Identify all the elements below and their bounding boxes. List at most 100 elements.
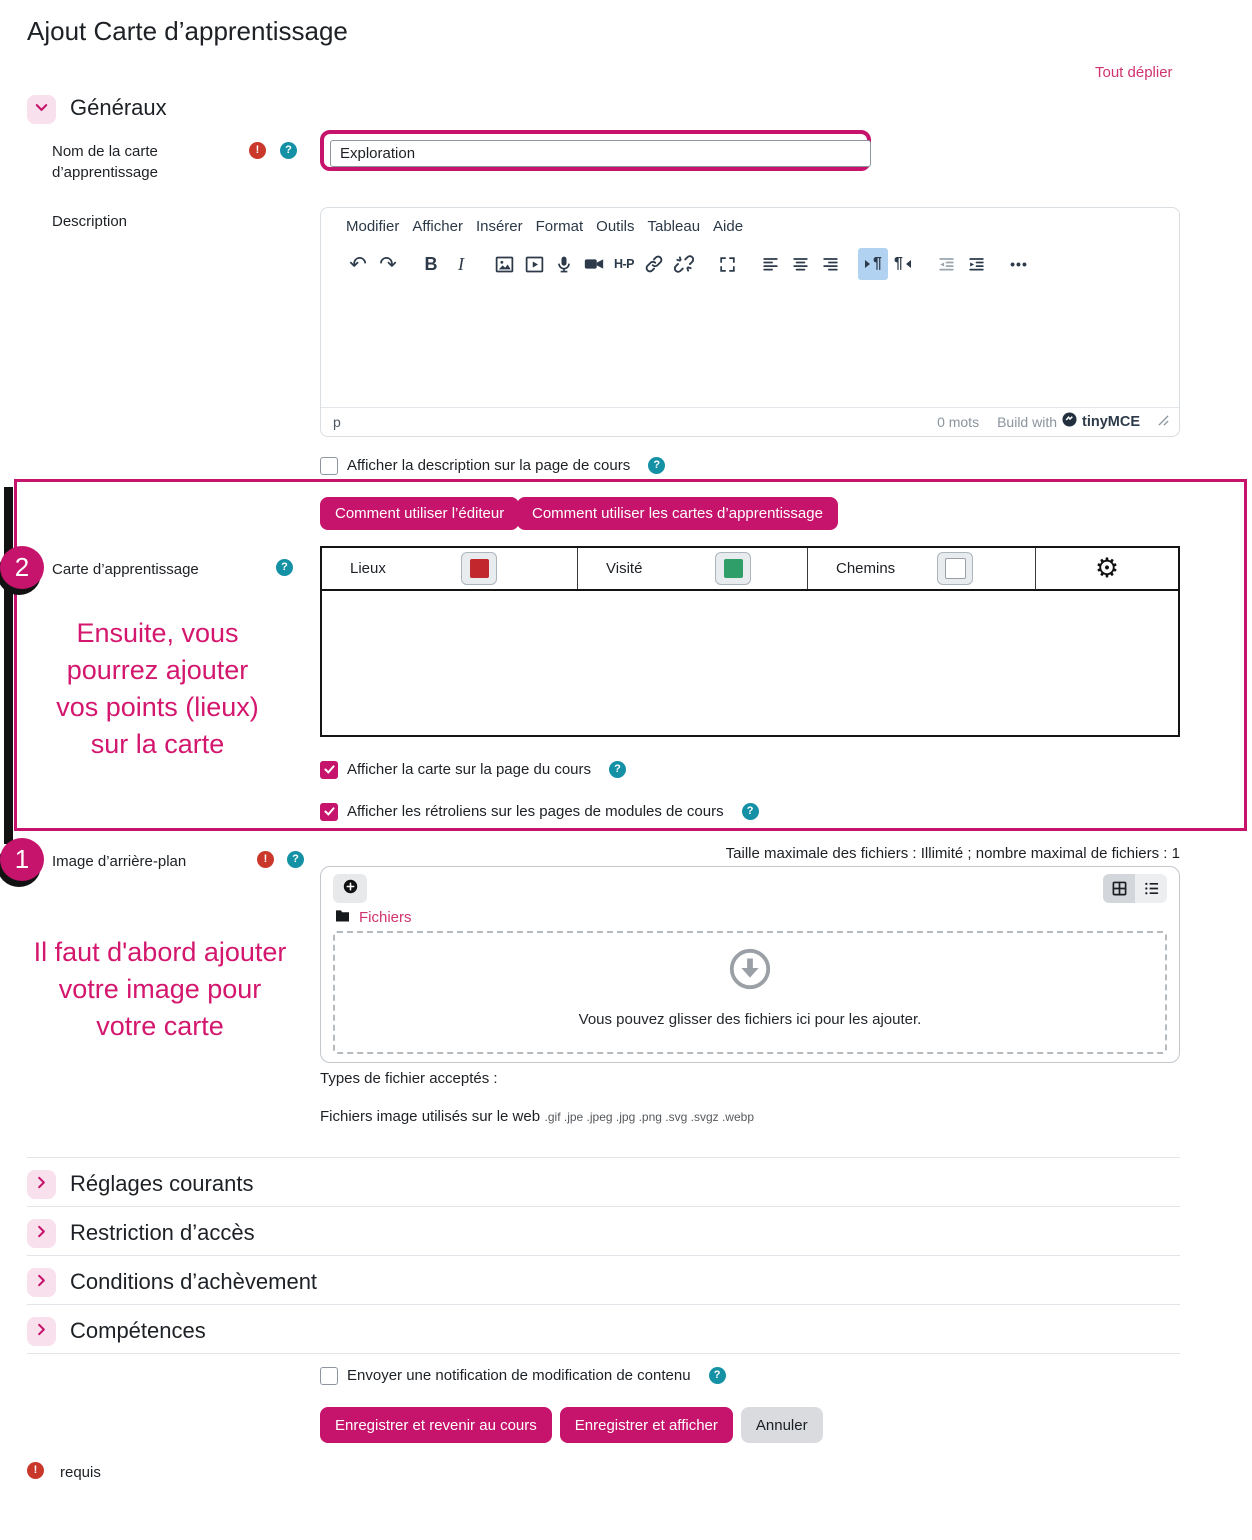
show-map-row: Afficher la carte sur la page du cours ? bbox=[320, 759, 627, 780]
files-breadcrumb-link[interactable]: Fichiers bbox=[359, 909, 412, 926]
chevron-right-icon bbox=[34, 1175, 49, 1195]
paths-color-swatch[interactable] bbox=[937, 552, 973, 585]
save-display-button[interactable]: Enregistrer et afficher bbox=[559, 1407, 733, 1443]
chevron-down-icon bbox=[34, 100, 49, 120]
menu-tools[interactable]: Outils bbox=[596, 218, 635, 235]
word-count[interactable]: 0 mots bbox=[937, 414, 980, 430]
visited-color-swatch[interactable] bbox=[715, 552, 751, 585]
editor-toolbar: ↶ ↷ B I H-P bbox=[343, 248, 1034, 280]
section-competencies-title[interactable]: Compétences bbox=[70, 1318, 206, 1343]
more-tools-icon[interactable]: ••• bbox=[1010, 256, 1028, 272]
show-map-label: Afficher la carte sur la page du cours bbox=[347, 761, 592, 778]
help-icon[interactable]: ? bbox=[609, 761, 627, 778]
show-map-checkbox[interactable] bbox=[320, 760, 338, 779]
add-file-button[interactable] bbox=[333, 874, 367, 903]
download-arrow-icon bbox=[727, 946, 773, 997]
align-left-icon[interactable] bbox=[755, 248, 785, 280]
section-restrict-title[interactable]: Restriction d’accès bbox=[70, 1220, 255, 1245]
places-color-swatch[interactable] bbox=[461, 552, 497, 585]
notify-checkbox[interactable] bbox=[320, 1366, 338, 1385]
legend-paths: Chemins bbox=[808, 548, 1036, 589]
align-center-icon[interactable] bbox=[785, 248, 815, 280]
divider bbox=[27, 1255, 1180, 1256]
show-backlinks-label: Afficher les rétroliens sur les pages de… bbox=[347, 803, 724, 820]
learningmap-canvas[interactable] bbox=[322, 591, 1178, 737]
name-input[interactable] bbox=[330, 140, 871, 167]
align-right-icon[interactable] bbox=[815, 248, 845, 280]
help-icon[interactable]: ? bbox=[741, 803, 759, 820]
video-camera-icon[interactable] bbox=[579, 248, 609, 280]
accepted-extensions: .gif .jpe .jpeg .jpg .png .svg .svgz .we… bbox=[544, 1110, 754, 1124]
legend-visited-label: Visité bbox=[606, 560, 643, 577]
plus-icon bbox=[342, 878, 359, 900]
link-icon[interactable] bbox=[639, 248, 669, 280]
ltr-icon[interactable]: ¶ bbox=[858, 248, 888, 280]
divider bbox=[27, 1353, 1180, 1354]
microphone-icon[interactable] bbox=[549, 248, 579, 280]
menu-insert[interactable]: Insérer bbox=[475, 218, 523, 235]
undo-icon[interactable]: ↶ bbox=[349, 252, 367, 276]
tinymce-brand: tinyMCE bbox=[1082, 414, 1140, 430]
description-editor: Modifier Afficher Insérer Format Outils … bbox=[320, 207, 1180, 437]
section-general-toggle[interactable] bbox=[27, 95, 56, 124]
show-backlinks-checkbox[interactable] bbox=[320, 802, 338, 821]
menu-format[interactable]: Format bbox=[535, 218, 584, 235]
section-competencies-toggle[interactable] bbox=[27, 1317, 56, 1346]
visited-color bbox=[723, 559, 743, 578]
menu-help[interactable]: Aide bbox=[713, 218, 744, 235]
menu-edit[interactable]: Modifier bbox=[346, 218, 400, 235]
notify-row: Envoyer une notification de modification… bbox=[320, 1365, 726, 1386]
grid-view-icon[interactable] bbox=[1103, 874, 1135, 903]
annotation-step2-text: Ensuite, vous pourrez ajouter vos points… bbox=[56, 618, 259, 759]
help-icon[interactable]: ? bbox=[708, 1367, 726, 1384]
dropzone-text: Vous pouvez glisser des fichiers ici pou… bbox=[578, 1011, 922, 1028]
menu-table[interactable]: Tableau bbox=[647, 218, 701, 235]
help-icon[interactable]: ? bbox=[287, 851, 304, 868]
save-return-button[interactable]: Enregistrer et revenir au cours bbox=[320, 1407, 552, 1443]
show-description-row: Afficher la description sur la page de c… bbox=[320, 455, 666, 476]
accepted-types-detail: Fichiers image utilisés sur le web .gif … bbox=[320, 1106, 754, 1127]
help-icon[interactable]: ? bbox=[276, 559, 293, 576]
section-common-toggle[interactable] bbox=[27, 1170, 56, 1199]
section-common-title[interactable]: Réglages courants bbox=[70, 1171, 254, 1196]
annotation-step1-badge: 1 bbox=[0, 838, 44, 881]
section-general-title: Généraux bbox=[70, 95, 167, 120]
redo-icon[interactable]: ↷ bbox=[379, 252, 397, 276]
editor-help-button[interactable]: Comment utiliser l’éditeur bbox=[320, 497, 520, 530]
help-icon[interactable]: ? bbox=[648, 457, 666, 474]
description-field-label: Description bbox=[52, 213, 128, 230]
maps-help-button[interactable]: Comment utiliser les cartes d’apprentiss… bbox=[517, 497, 838, 530]
indent-icon[interactable] bbox=[961, 248, 991, 280]
image-icon[interactable] bbox=[489, 248, 519, 280]
expand-all-link[interactable]: Tout déplier bbox=[1095, 64, 1173, 81]
cancel-button[interactable]: Annuler bbox=[740, 1407, 823, 1443]
learningmap-legend: Lieux Visité Chemins ⚙ bbox=[322, 548, 1178, 591]
menu-view[interactable]: Afficher bbox=[412, 218, 463, 235]
help-icon[interactable]: ? bbox=[280, 142, 297, 159]
page-title: Ajout Carte d’apprentissage bbox=[27, 16, 348, 46]
element-path[interactable]: p bbox=[333, 414, 341, 430]
section-completion-title[interactable]: Conditions d’achèvement bbox=[70, 1269, 318, 1294]
section-restrict-toggle[interactable] bbox=[27, 1219, 56, 1248]
editor-content-area[interactable] bbox=[321, 290, 1179, 407]
rtl-icon[interactable]: ¶ bbox=[888, 248, 918, 280]
bold-icon[interactable]: B bbox=[424, 253, 438, 274]
show-backlinks-row: Afficher les rétroliens sur les pages de… bbox=[320, 801, 759, 822]
unlink-icon[interactable] bbox=[669, 248, 699, 280]
list-view-icon[interactable] bbox=[1135, 874, 1167, 903]
paths-color bbox=[944, 558, 966, 579]
italic-icon[interactable]: I bbox=[458, 253, 464, 274]
required-icon: ! bbox=[257, 851, 274, 868]
outdent-icon[interactable] bbox=[931, 248, 961, 280]
media-icon[interactable] bbox=[519, 248, 549, 280]
map-field-label: Carte d’apprentissage bbox=[52, 561, 199, 578]
section-completion-toggle[interactable] bbox=[27, 1268, 56, 1297]
file-dropzone[interactable]: Vous pouvez glisser des fichiers ici pou… bbox=[333, 931, 1167, 1054]
h5p-icon[interactable]: H-P bbox=[613, 257, 635, 271]
chevron-right-icon bbox=[34, 1322, 49, 1342]
show-description-checkbox[interactable] bbox=[320, 456, 338, 475]
resize-handle[interactable] bbox=[1158, 413, 1169, 431]
fullscreen-icon[interactable] bbox=[712, 248, 742, 280]
gear-icon[interactable]: ⚙ bbox=[1094, 553, 1120, 583]
